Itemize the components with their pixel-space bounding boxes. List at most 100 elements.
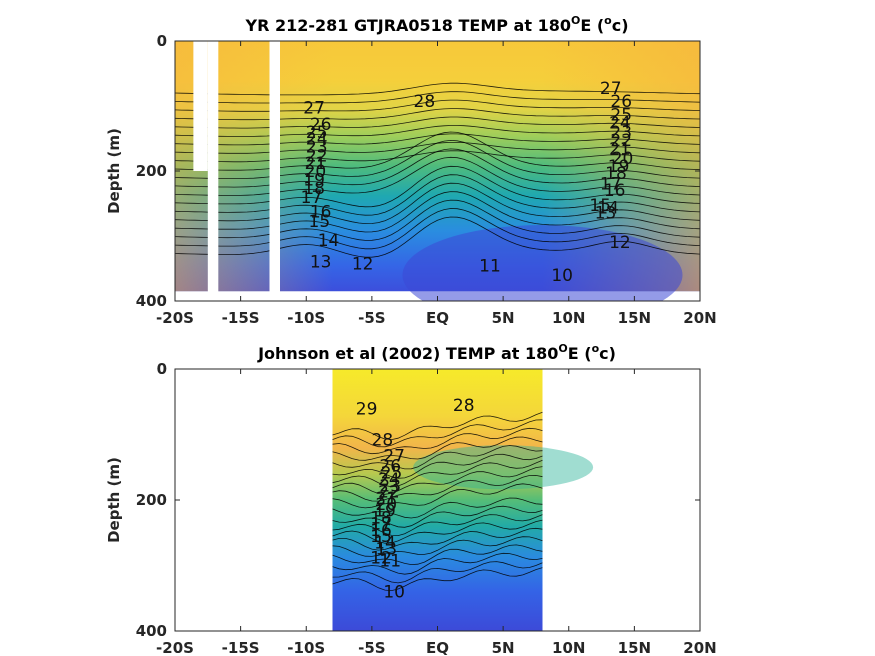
y-tick-label: 0: [157, 360, 167, 378]
contour-label: 25: [381, 463, 403, 483]
contour-labels: 29 28282726252423222120191817161514131211…: [356, 396, 475, 603]
y-axis-label: Depth (m): [105, 128, 123, 214]
contour-label: 24: [306, 130, 328, 150]
isotherm-line: [175, 91, 700, 104]
x-tick-label: 15N: [618, 639, 651, 656]
contour-label: 28: [453, 396, 475, 416]
contour-label: 18: [605, 164, 627, 184]
contour-label: 20: [375, 495, 397, 515]
contour-label: 28: [414, 92, 436, 112]
x-tick-label: 10N: [552, 309, 585, 327]
contour-label: 10: [383, 583, 405, 603]
thermocline-band: [413, 445, 594, 490]
x-tick-label: 10N: [552, 639, 585, 656]
x-tick-label: 15N: [618, 309, 651, 327]
contour-label: 10: [551, 266, 573, 286]
contour-label: 18: [303, 179, 325, 199]
isotherm-line: [175, 156, 700, 196]
isotherm-line: [332, 561, 543, 584]
contour-label: 19: [608, 157, 630, 177]
isotherm-line: [332, 552, 543, 575]
isotherm-line: [332, 527, 543, 551]
contour-label: 26: [610, 92, 632, 112]
isotherm-line: [332, 474, 543, 502]
contour-label: 12: [370, 549, 392, 569]
contour-label: 14: [597, 198, 619, 218]
isotherm-line: [332, 567, 543, 592]
contour-label: 26: [310, 115, 332, 135]
x-tick-label: 20N: [683, 309, 716, 327]
contour-label: 13: [375, 539, 397, 559]
isotherm-line: [332, 544, 543, 566]
contour-label: 12: [352, 254, 374, 274]
x-tick-label: -10S: [287, 639, 325, 656]
cold-water-core: [402, 225, 683, 301]
isotherm-line: [332, 497, 543, 519]
isotherm-line: [332, 411, 543, 441]
x-tick-label: -20S: [156, 639, 194, 656]
contour-label: 15: [370, 527, 392, 547]
isotherm-line: [332, 419, 543, 448]
isotherm-line: [332, 427, 543, 455]
contour-label: 27: [303, 98, 325, 118]
chart-title: YR 212-281 GTJRA0518 TEMP at 180OE (oc): [244, 14, 628, 35]
isotherm-line: [175, 199, 700, 241]
isotherm-line: [332, 536, 543, 557]
contour-label: 19: [303, 170, 325, 190]
contour-label: 15: [589, 196, 611, 216]
contour-label: 17: [301, 188, 323, 208]
x-tick-label: EQ: [426, 639, 449, 656]
contour-label: 11: [479, 256, 501, 276]
contour-label: 20: [612, 149, 634, 169]
isotherm-line: [175, 148, 700, 188]
panel-johnson-temp: Johnson et al (2002) TEMP at 180OE (oc) …: [105, 342, 717, 656]
contour-label: 25: [306, 123, 328, 143]
x-axis: -20S -15S -10S -5S EQ 5N 10N 15N 20N: [156, 41, 717, 327]
isotherm-line: [175, 116, 700, 129]
contour-label: 27: [600, 79, 622, 99]
contour-label: 23: [379, 477, 401, 497]
isotherm-line: [332, 453, 543, 479]
x-axis: -20S -15S -10S -5S EQ 5N 10N 15N 20N: [156, 369, 717, 656]
isotherm-line: [175, 125, 700, 137]
isotherm-line: [332, 519, 543, 544]
contour-label: 22: [610, 131, 632, 151]
contour-label: 21: [375, 489, 397, 509]
isotherm-line: [175, 174, 700, 216]
contour-label: 27: [383, 446, 405, 466]
isotherm-line: [332, 514, 543, 537]
contour-label: 18: [370, 509, 392, 529]
y-tick-label: 200: [136, 491, 167, 509]
contour-label: 28: [372, 431, 394, 451]
isotherm-line: [332, 505, 543, 528]
y-tick-label: 200: [136, 162, 167, 180]
contour-label: 20: [305, 162, 327, 182]
isotherm-line: [175, 216, 700, 258]
isotherm-lines: [332, 411, 543, 592]
x-tick-label: -15S: [222, 639, 260, 656]
isotherm-line: [175, 82, 700, 96]
contour-label: 21: [305, 154, 327, 174]
data-gap: [207, 41, 219, 301]
contour-label: 26: [379, 456, 401, 476]
contour-label: 22: [378, 482, 400, 502]
isotherm-line: [175, 191, 700, 233]
contour-label: 22: [306, 146, 328, 166]
isotherm-line: [175, 131, 700, 171]
y-tick-label: 400: [136, 292, 167, 310]
x-tick-label: EQ: [426, 309, 449, 327]
x-tick-label: 5N: [492, 309, 515, 327]
contour-label: 25: [610, 105, 632, 125]
data-gap: [269, 41, 280, 301]
isotherm-line: [332, 445, 543, 470]
contour-label: 13: [595, 204, 617, 224]
isotherm-lines: [175, 82, 700, 258]
contour-label: 24: [609, 113, 631, 133]
contour-label: 17: [600, 174, 622, 194]
isotherm-line: [175, 165, 700, 208]
isotherm-line: [332, 436, 543, 461]
contour-label: 17: [370, 515, 392, 535]
y-axis-label: Depth (m): [105, 457, 123, 543]
